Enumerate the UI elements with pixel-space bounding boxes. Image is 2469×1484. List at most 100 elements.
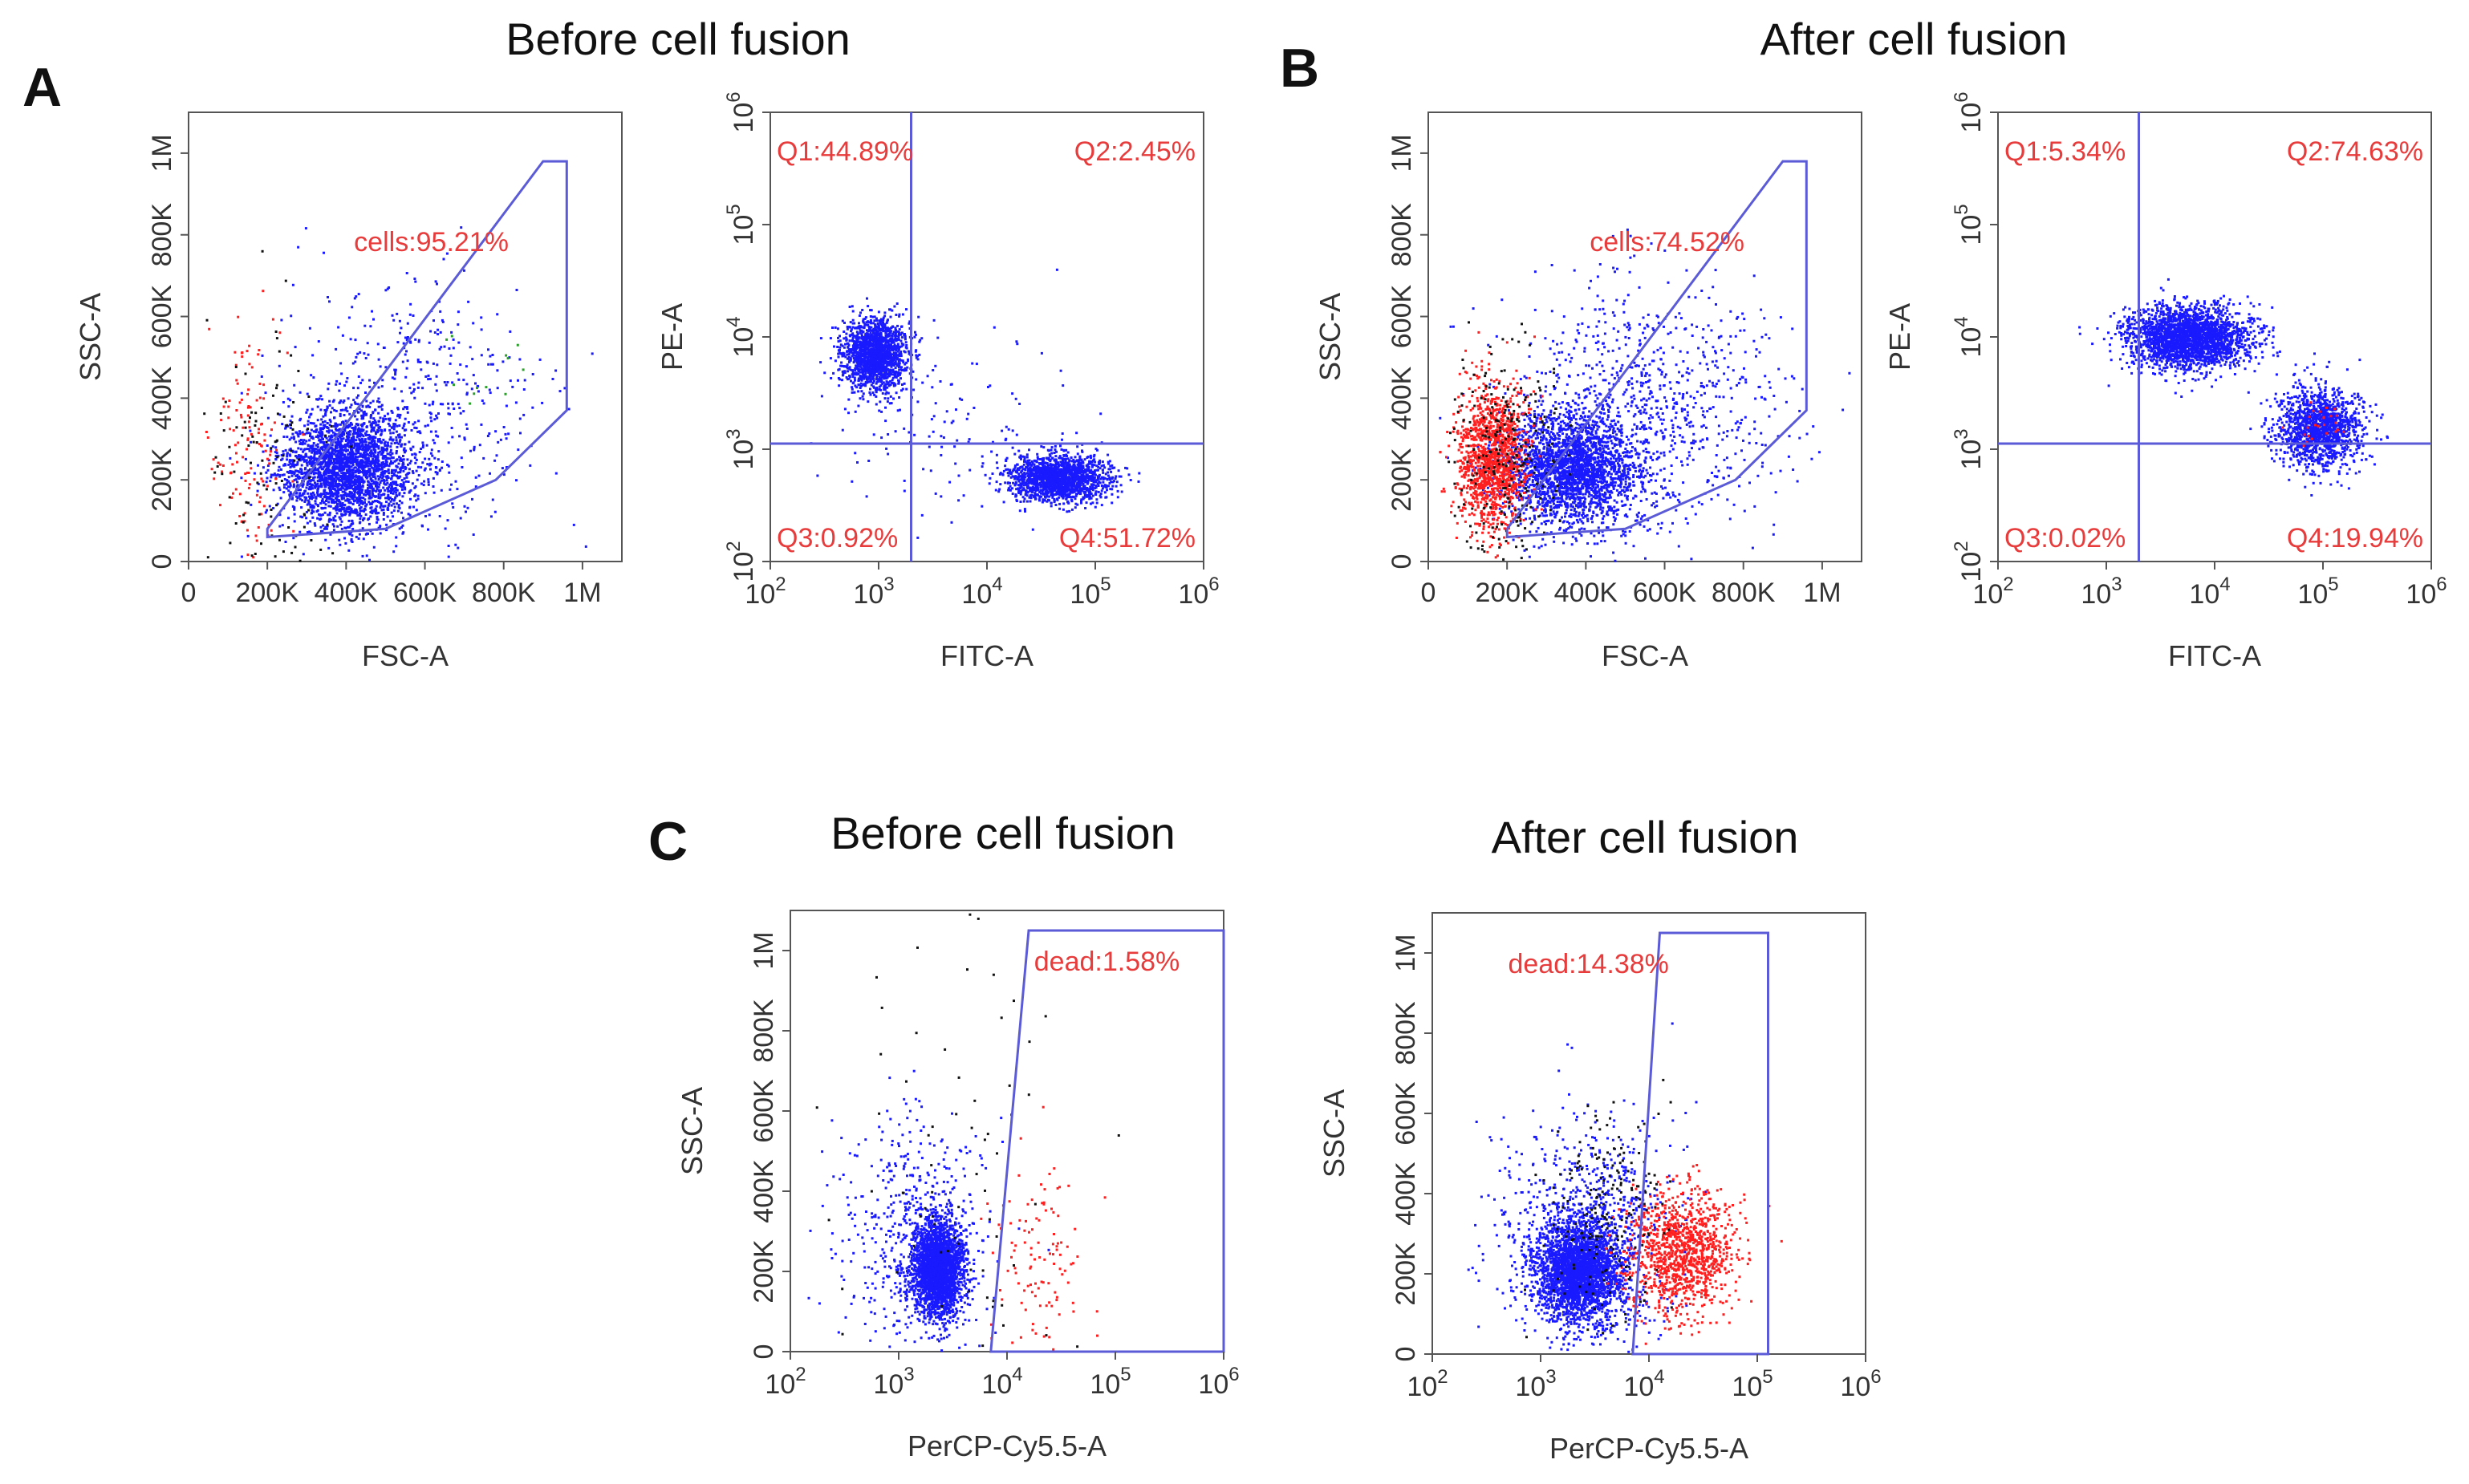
data-point: [396, 407, 400, 411]
data-point: [276, 412, 279, 416]
data-point: [372, 318, 375, 321]
data-point: [333, 525, 335, 528]
data-point: [852, 372, 855, 375]
data-point: [307, 423, 310, 426]
data-point: [432, 319, 435, 322]
data-point: [386, 452, 389, 456]
data-point: [866, 297, 868, 300]
data-point: [334, 465, 337, 468]
data-point: [310, 495, 313, 498]
data-point: [412, 314, 415, 317]
data-point: [357, 428, 359, 432]
data-point: [471, 358, 474, 361]
data-point: [377, 386, 380, 389]
data-point: [392, 480, 394, 484]
data-point: [355, 432, 359, 435]
data-point: [337, 456, 340, 459]
data-point: [432, 439, 435, 442]
data-point: [360, 499, 363, 502]
data-point: [868, 376, 871, 379]
data-point: [320, 440, 323, 444]
data-point: [879, 321, 882, 324]
data-point: [373, 450, 376, 453]
data-point: [339, 362, 343, 365]
data-point: [428, 403, 431, 407]
data-point: [412, 383, 416, 386]
data-point: [238, 493, 242, 496]
data-point: [346, 497, 349, 501]
data-point: [241, 355, 244, 359]
data-point: [340, 454, 343, 457]
data-point: [416, 430, 420, 433]
data-point: [330, 425, 333, 428]
data-point: [306, 464, 309, 467]
data-point: [892, 397, 895, 400]
data-point: [365, 473, 368, 476]
data-point: [282, 436, 286, 438]
data-point: [887, 347, 891, 351]
data-point: [360, 409, 363, 412]
data-point: [450, 335, 453, 338]
data-point: [838, 384, 841, 387]
data-point: [300, 506, 303, 509]
data-point: [387, 422, 390, 425]
data-point: [368, 501, 371, 504]
data-point: [401, 427, 404, 430]
data-point: [311, 506, 314, 509]
data-point: [383, 482, 386, 485]
data-point: [452, 506, 455, 509]
data-point: [359, 428, 363, 432]
data-point: [447, 407, 450, 410]
data-point: [313, 457, 316, 460]
data-point: [467, 300, 470, 303]
data-point: [881, 347, 884, 351]
data-point: [414, 493, 417, 497]
data-point: [274, 446, 278, 449]
data-point: [294, 431, 298, 434]
data-point: [327, 427, 330, 430]
data-point: [375, 456, 378, 460]
data-point: [838, 367, 841, 371]
data-point: [863, 383, 866, 386]
data-point: [301, 493, 304, 497]
data-point: [866, 323, 869, 326]
data-point: [876, 330, 879, 333]
data-point: [309, 520, 312, 523]
data-point: [290, 551, 294, 554]
data-point: [372, 436, 376, 439]
data-point: [869, 393, 872, 396]
data-point: [390, 482, 392, 485]
data-point: [348, 512, 351, 515]
data-point: [375, 432, 377, 436]
data-point: [331, 552, 335, 555]
data-point: [288, 485, 291, 489]
data-point: [258, 396, 262, 399]
data-point: [350, 438, 353, 441]
data-point: [250, 432, 253, 436]
data-point: [331, 468, 335, 472]
data-point: [276, 502, 279, 505]
data-point: [347, 431, 351, 434]
data-point: [892, 351, 895, 355]
data-point: [918, 340, 921, 343]
data-point: [875, 403, 878, 406]
data-point: [865, 360, 868, 363]
data-point: [883, 397, 887, 400]
data-point: [506, 466, 508, 468]
data-point: [321, 437, 324, 440]
data-point: [271, 445, 274, 448]
data-point: [864, 355, 867, 358]
data-point: [372, 411, 375, 414]
data-point: [257, 353, 260, 356]
data-point: [264, 449, 267, 452]
data-point: [433, 441, 437, 444]
data-point: [219, 412, 222, 415]
data-point: [387, 490, 390, 493]
data-point: [445, 252, 449, 255]
data-point: [886, 386, 889, 389]
data-point: [867, 305, 870, 308]
data-point: [416, 359, 420, 361]
data-point: [269, 450, 272, 453]
panel-c-title-before: Before cell fusion: [830, 808, 1176, 858]
data-point: [380, 429, 384, 432]
